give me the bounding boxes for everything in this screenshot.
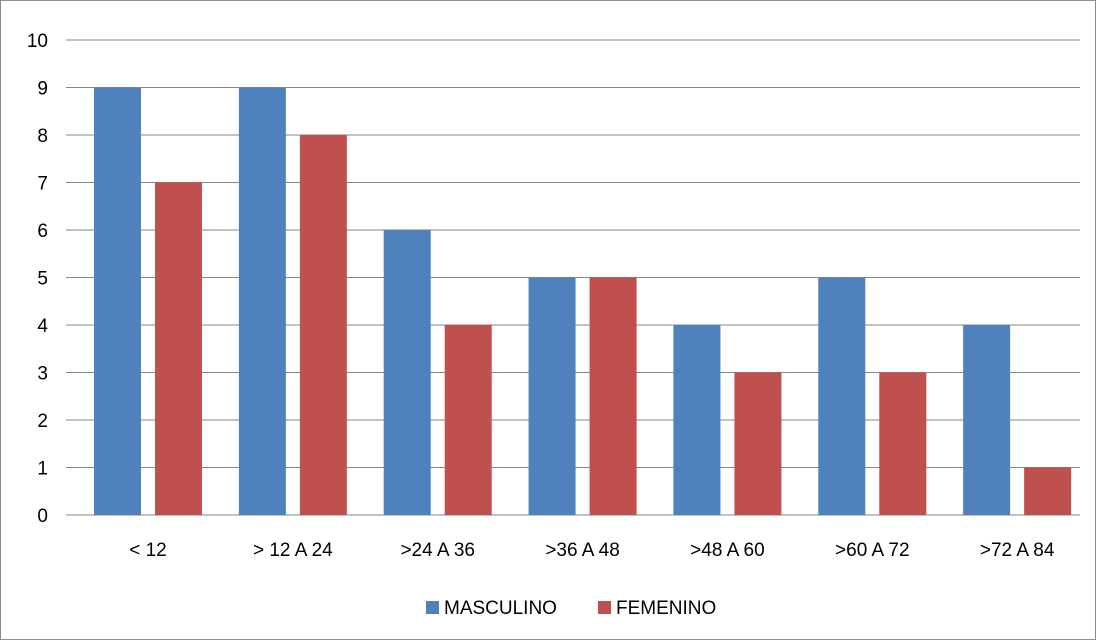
legend: MASCULINO FEMENINO (426, 598, 716, 619)
bars (94, 87, 1072, 515)
legend-label-masculino: MASCULINO (444, 598, 557, 619)
legend-swatch-masculino (426, 601, 439, 614)
y-tick-label: 2 (37, 411, 48, 432)
legend-label-femenino: FEMENINO (616, 598, 716, 619)
bar-masculino-5 (818, 277, 866, 515)
bar-masculino-2 (383, 230, 431, 515)
bar-femenino-4 (734, 372, 782, 515)
y-tick-label: 6 (37, 221, 48, 242)
legend-swatch-femenino (598, 601, 611, 614)
x-tick-label: > 12 A 24 (253, 540, 333, 561)
y-axis-tick-labels: 0 1 2 3 4 5 6 7 8 9 10 (27, 31, 49, 527)
bar-masculino-3 (528, 277, 576, 515)
y-tick-label: 9 (37, 79, 48, 100)
bar-femenino-1 (299, 135, 347, 515)
y-tick-label: 1 (37, 459, 48, 480)
bar-femenino-6 (1024, 467, 1072, 515)
bar-masculino-6 (963, 325, 1011, 515)
bar-femenino-5 (879, 372, 927, 515)
y-tick-label: 3 (37, 364, 48, 385)
x-tick-label: < 12 (129, 540, 167, 561)
x-axis-tick-labels: < 12 > 12 A 24 >24 A 36 >36 A 48 >48 A 60 >60… (129, 540, 1055, 561)
y-tick-label: 4 (37, 316, 48, 337)
x-tick-label: >24 A 36 (400, 540, 475, 561)
bar-masculino-0 (94, 87, 141, 515)
x-tick-label: >60 A 72 (835, 540, 910, 561)
y-tick-label: 7 (37, 174, 48, 195)
y-tick-label: 5 (37, 269, 48, 290)
y-tick-label: 10 (27, 31, 48, 52)
y-tick-label: 0 (37, 506, 48, 527)
bar-femenino-0 (155, 182, 202, 515)
x-tick-label: >48 A 60 (690, 540, 765, 561)
bar-femenino-3 (589, 277, 637, 515)
bar-masculino-4 (673, 325, 721, 515)
bar-femenino-2 (444, 325, 492, 515)
x-tick-label: >72 A 84 (980, 540, 1055, 561)
y-tick-label: 8 (37, 126, 48, 147)
bar-masculino-1 (238, 87, 286, 515)
x-tick-label: >36 A 48 (545, 540, 620, 561)
